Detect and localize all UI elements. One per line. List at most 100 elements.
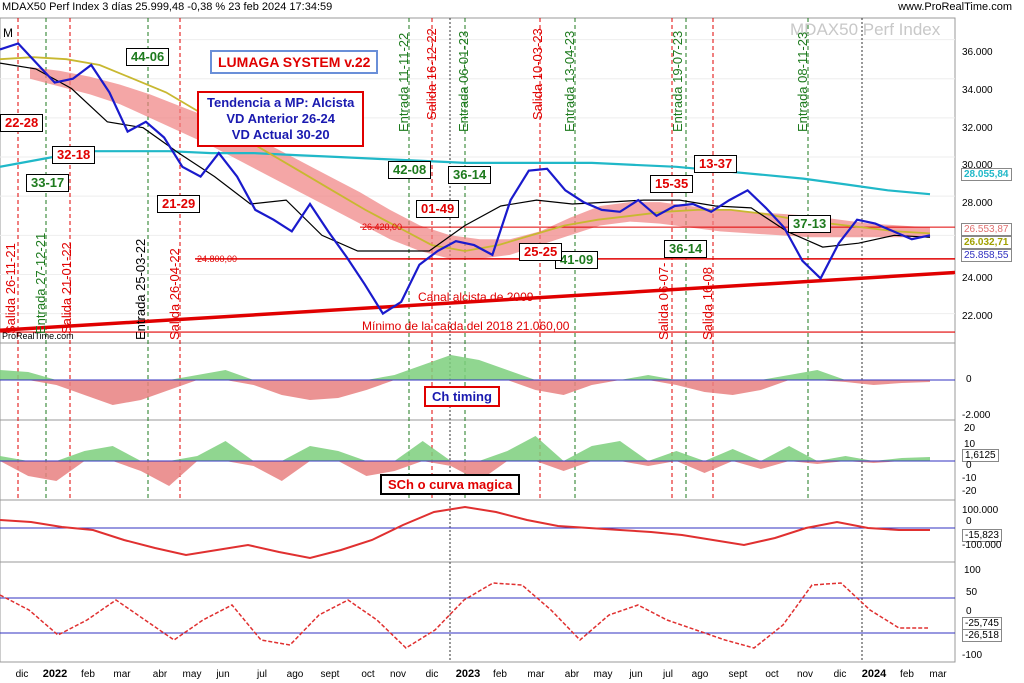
x-tick-label: mar bbox=[527, 669, 545, 680]
osc-tick: 0 bbox=[966, 606, 972, 617]
osc-tick: 0 bbox=[966, 374, 972, 385]
signal-text: Entrada 27-12-21 bbox=[33, 232, 48, 334]
price-tag: 26.553,87 bbox=[961, 223, 1012, 236]
score-box-red: 25-25 bbox=[519, 243, 563, 261]
score-box-green: 36-14 bbox=[448, 166, 492, 184]
score-box-red: 01-49 bbox=[416, 200, 460, 218]
osc-tick: -20 bbox=[962, 486, 977, 497]
channel-label: Canal alcista de 2009 bbox=[418, 290, 534, 304]
osc-tick: 50 bbox=[966, 587, 978, 598]
x-tick-label: 2023 bbox=[456, 668, 480, 680]
brand-link[interactable]: www.ProRealTime.com bbox=[898, 1, 1012, 13]
osc4-line bbox=[0, 582, 928, 649]
x-tick-label: jun bbox=[628, 669, 642, 680]
signal-text: Entrada 19-07-23 bbox=[670, 30, 685, 132]
trend-line-3: VD Actual 30-20 bbox=[231, 127, 330, 142]
ichimoku-cloud bbox=[30, 67, 930, 259]
trend-box: Tendencia a MP: Alcista VD Anterior 26-2… bbox=[197, 91, 365, 147]
osc-tick: 100 bbox=[964, 565, 981, 576]
price-series-line bbox=[0, 42, 931, 316]
moving-average-cyan bbox=[0, 150, 931, 196]
x-tick-label: dic bbox=[834, 669, 847, 680]
x-tick-label: dic bbox=[426, 669, 439, 680]
signal-text: Salida 16-08 bbox=[700, 267, 715, 340]
y-tick: 28.000 bbox=[962, 198, 993, 209]
x-tick-label: jun bbox=[215, 669, 229, 680]
score-box-green: 44-06 bbox=[126, 48, 170, 66]
score-box-green: 42-08 bbox=[388, 161, 432, 179]
price-tag: 25.858,55 bbox=[961, 249, 1012, 262]
osc-tick: 10 bbox=[964, 439, 976, 450]
osc-tick: -100.000 bbox=[962, 540, 1002, 551]
signal-text: Entrada 08-11-23 bbox=[795, 31, 810, 132]
trend-line-1: Tendencia a MP: Alcista bbox=[207, 95, 355, 110]
x-tick-label: oct bbox=[765, 669, 779, 680]
chart-header: MDAX50 Perf Index 3 días 25.999,48 -0,38… bbox=[2, 1, 333, 13]
level-26420-label: 26.420,00 bbox=[362, 222, 403, 232]
level-24800-label: 24.800,00 bbox=[197, 254, 238, 264]
osc-tick: 20 bbox=[964, 423, 976, 434]
ch-timing-label: Ch timing bbox=[424, 386, 500, 407]
minimum-label: Mínimo de la caída del 2018 21.060,00 bbox=[362, 319, 570, 333]
x-tick-label: feb bbox=[900, 669, 914, 680]
channel-line bbox=[0, 270, 956, 333]
ch-timing-negative bbox=[0, 380, 930, 405]
price-tag: 28.055,84 bbox=[961, 168, 1012, 181]
moving-average-black bbox=[0, 62, 931, 252]
signal-text: Salida 26-11-21 bbox=[3, 243, 18, 334]
osc-tick: 0 bbox=[966, 460, 972, 471]
osc3-line bbox=[0, 505, 930, 560]
sch-curve-positive bbox=[0, 436, 930, 461]
x-tick-label: oct bbox=[361, 669, 375, 680]
score-box-red: 15-35 bbox=[650, 175, 694, 193]
score-box-red: 22-28 bbox=[0, 114, 44, 132]
trend-line-2: VD Anterior 26-24 bbox=[226, 111, 335, 126]
osc-tick: -100 bbox=[962, 650, 983, 661]
x-tick-label: ago bbox=[692, 669, 709, 680]
x-tick-label: feb bbox=[81, 669, 95, 680]
indicator-panel-frame bbox=[0, 561, 956, 663]
y-tick: 32.000 bbox=[962, 123, 993, 134]
osc-tick: -2.000 bbox=[962, 410, 991, 421]
score-box-red: 13-37 bbox=[694, 155, 738, 173]
sch-curve-negative bbox=[0, 461, 930, 486]
x-tick-label: 2024 bbox=[862, 668, 887, 680]
x-tick-label: mar bbox=[113, 669, 131, 680]
x-tick-label: may bbox=[594, 669, 613, 680]
indicator-tag: -15,823 bbox=[962, 529, 1002, 542]
score-box-green: 41-09 bbox=[555, 251, 599, 269]
x-tick-label: feb bbox=[493, 669, 507, 680]
signal-text: Salida 10-03-23 bbox=[530, 28, 545, 120]
y-tick: 22.000 bbox=[962, 311, 993, 322]
signal-text: Entrada 06-01-23 bbox=[456, 30, 471, 132]
osc-tick: 0 bbox=[966, 516, 972, 527]
y-tick: 30.000 bbox=[962, 160, 993, 171]
x-tick-label: abr bbox=[153, 669, 168, 680]
score-box-green: 33-17 bbox=[26, 174, 70, 192]
watermark: MDAX50 Perf Index bbox=[790, 20, 941, 39]
ch-timing-positive bbox=[0, 355, 930, 380]
x-tick-label: jul bbox=[662, 669, 673, 680]
x-tick-label: nov bbox=[390, 669, 406, 680]
sch-curve-label: SCh o curva magica bbox=[380, 474, 521, 495]
signal-text: Entrada 11-11-22 bbox=[396, 32, 411, 132]
signal-text: Salida 16-12-22 bbox=[424, 28, 439, 120]
x-tick-label: nov bbox=[797, 669, 813, 680]
y-tick: 24.000 bbox=[962, 273, 993, 284]
score-box-green: 36-14 bbox=[664, 240, 708, 258]
indicator-tag: -26,518 bbox=[962, 629, 1002, 642]
price-tag: 26.032,71 bbox=[961, 236, 1012, 249]
x-tick-label: jul bbox=[256, 669, 267, 680]
score-box-red: 32-18 bbox=[52, 146, 96, 164]
corner-label: M bbox=[3, 26, 13, 40]
signal-text: Entrada 13-04-23 bbox=[562, 30, 577, 132]
x-tick-label: may bbox=[183, 669, 202, 680]
prorealtime-tag: ProRealTime.com bbox=[2, 331, 74, 341]
x-tick-label: 2022 bbox=[43, 668, 67, 680]
y-tick: 36.000 bbox=[962, 47, 993, 58]
x-tick-label: abr bbox=[565, 669, 580, 680]
score-box-red: 21-29 bbox=[157, 195, 201, 213]
x-tick-label: dic bbox=[16, 669, 29, 680]
